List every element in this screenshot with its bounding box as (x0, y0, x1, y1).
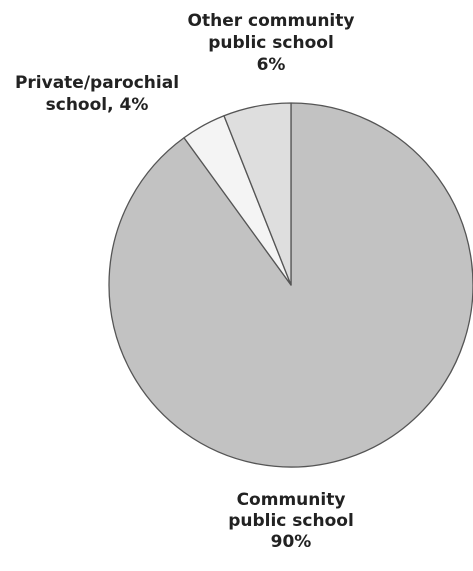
slice-label-3: Other community public school 6% (188, 11, 355, 75)
pie-slice-3 (223, 102, 292, 286)
pie-labels: Community public school 90%Private/parochi… (15, 11, 355, 552)
slice-label-2-line-2: school, 4% (46, 95, 149, 115)
slice-label-3-line-2: public school (208, 33, 334, 53)
slice-label-3-line-1: Other community (188, 11, 355, 31)
slice-label-3-line-3: 6% (257, 55, 286, 75)
pie-slices (108, 102, 473, 468)
slice-label-1: Community public school 90% (228, 490, 354, 552)
slice-label-1-line-1: Community (237, 490, 346, 510)
slice-label-2: Private/parochial school, 4% (15, 73, 179, 115)
slice-label-2-line-1: Private/parochial (15, 73, 179, 93)
slice-label-1-line-3: 90% (271, 532, 312, 552)
slice-label-1-line-2: public school (228, 511, 354, 531)
